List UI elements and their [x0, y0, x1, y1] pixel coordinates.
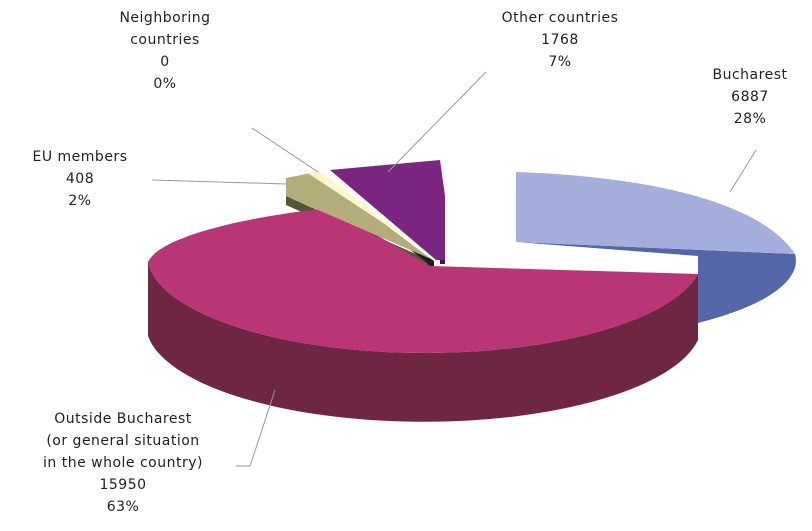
label-bucharest-name: Bucharest — [712, 67, 788, 83]
label-other-countries-value: 1768 — [541, 32, 579, 48]
label-bucharest: Bucharest 6887 28% — [690, 64, 810, 130]
label-outside-bucharest-percent: 63% — [106, 499, 140, 515]
label-neighboring-name-1: Neighboring — [119, 10, 211, 26]
label-eu-members: EU members 408 2% — [0, 146, 160, 212]
leader-line-bucharest — [729, 149, 757, 193]
leader-line-neighboring — [251, 127, 319, 173]
label-outside-bucharest-name-1: Outside Bucharest — [54, 411, 192, 427]
slice-other-countries — [330, 160, 445, 260]
label-other-countries-name: Other countries — [501, 10, 619, 26]
label-eu-members-name: EU members — [32, 149, 128, 165]
label-neighboring-percent: 0% — [153, 76, 177, 92]
slice-eu-members — [286, 172, 431, 259]
label-eu-members-percent: 2% — [68, 193, 92, 209]
label-outside-bucharest-value: 15950 — [99, 477, 147, 493]
label-neighboring: Neighboring countries 0 0% — [95, 7, 235, 95]
slice-neighboring — [306, 170, 436, 258]
leader-line-eu-members — [151, 179, 287, 185]
label-bucharest-value: 6887 — [731, 89, 769, 105]
slice-side-bucharest — [516, 242, 796, 323]
leader-line-other-countries — [387, 71, 487, 173]
slice-side-outside-bucharest — [148, 262, 698, 422]
label-outside-bucharest-name-2: (or general situation — [46, 433, 200, 449]
slice-bucharest — [516, 172, 795, 254]
slice-outside-bucharest — [148, 208, 698, 353]
pie-tops — [148, 160, 795, 353]
leader-line-outside-bucharest — [236, 389, 276, 467]
label-eu-members-value: 408 — [65, 171, 95, 187]
label-other-countries-percent: 7% — [548, 54, 572, 70]
label-other-countries: Other countries 1768 7% — [475, 7, 645, 73]
leader-lines — [151, 71, 757, 467]
label-outside-bucharest-name-3: in the whole country) — [43, 455, 203, 471]
label-neighboring-value: 0 — [160, 54, 170, 70]
label-neighboring-name-2: countries — [130, 32, 200, 48]
label-outside-bucharest: Outside Bucharest (or general situation … — [0, 408, 246, 518]
label-bucharest-percent: 28% — [733, 111, 767, 127]
